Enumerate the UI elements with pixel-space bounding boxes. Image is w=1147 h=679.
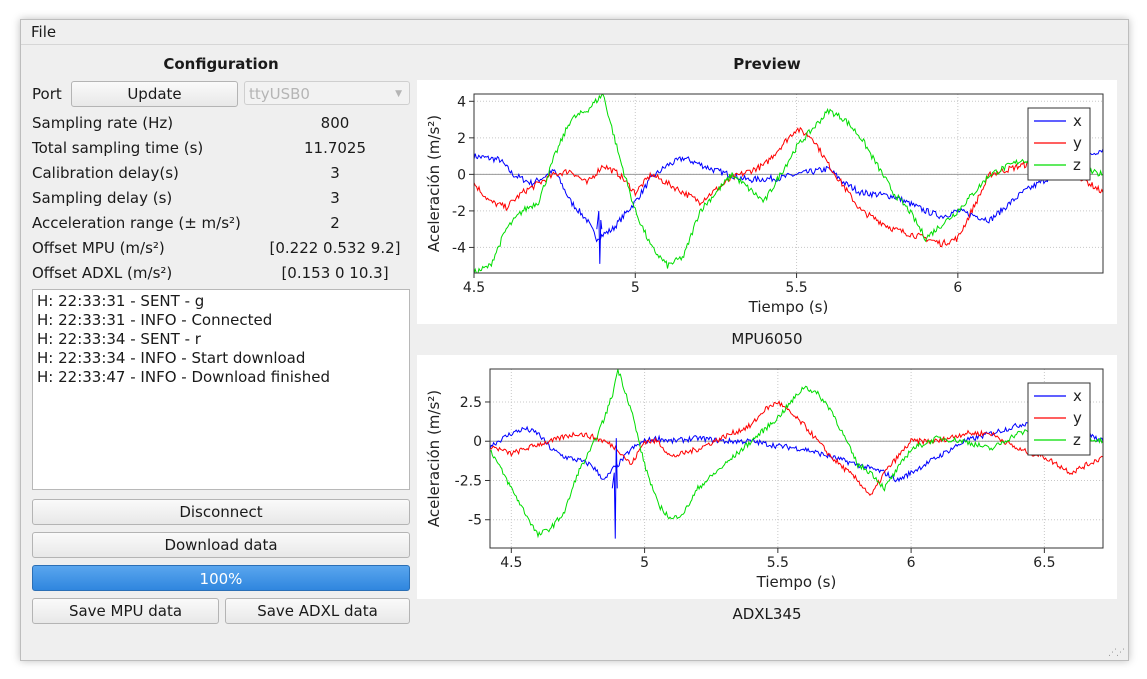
x-tick-label: 5 — [640, 555, 649, 571]
update-button[interactable]: Update — [71, 81, 238, 107]
chevron-down-icon: ▼ — [395, 89, 402, 99]
download-progress-bar: 100% — [32, 565, 410, 591]
save-mpu-button[interactable]: Save MPU data — [32, 598, 219, 624]
adxl-chart-caption: ADXL345 — [732, 605, 802, 623]
y-tick-label: -2.5 — [455, 473, 482, 489]
log-line: H: 22:33:34 - SENT - r — [37, 330, 201, 348]
port-select[interactable]: ttyUSB0 ▼ — [244, 81, 410, 105]
series-spike-x — [611, 438, 618, 539]
x-axis-label: Tiempo (s) — [756, 573, 837, 591]
log-line: H: 22:33:31 - SENT - g — [37, 292, 205, 310]
x-axis-label: Tiempo (s) — [748, 298, 829, 316]
resize-grip-icon[interactable]: ⋰⋰ — [1108, 648, 1125, 658]
legend-label-z: z — [1073, 431, 1081, 449]
series-line-x — [490, 414, 1103, 483]
y-tick-label: 2 — [457, 131, 466, 147]
legend-label-z: z — [1073, 156, 1081, 174]
plot-frame — [489, 368, 1104, 549]
series-spike-x — [596, 210, 603, 264]
adxl-chart: 4.5 5 5.5 6 6.5 -5 -2.5 0 2.5 Tiempo (s) Aceleraci… — [425, 368, 1104, 591]
x-tick-label: 5.5 — [767, 555, 789, 571]
log-line: H: 22:33:47 - INFO - Download finished — [37, 368, 330, 386]
mpu-plot-panel: 4.5 5 5.5 6 -4 -2 0 2 4 Tiempo (s) Aceleración (m/… — [417, 80, 1117, 324]
config-label-3: Sampling delay (s) — [32, 189, 173, 207]
x-tick-label: 5 — [631, 280, 640, 296]
y-tick-label: 0 — [473, 434, 482, 450]
configuration-title: Configuration — [163, 55, 279, 73]
adxl-plot-panel: 4.5 5 5.5 6 6.5 -5 -2.5 0 2.5 Tiempo (s) Aceleraci… — [417, 355, 1117, 599]
menu-bar: File — [21, 20, 1128, 45]
series-line-z — [490, 369, 1103, 539]
config-value-4: 2 — [330, 214, 340, 232]
port-select-value: ttyUSB0 — [249, 85, 310, 103]
download-data-button[interactable]: Download data — [32, 532, 410, 558]
x-tick-label: 6.5 — [1033, 555, 1055, 571]
save-adxl-button[interactable]: Save ADXL data — [225, 598, 410, 624]
config-value-1: 11.7025 — [303, 139, 367, 157]
series-line-z — [474, 94, 1103, 273]
chart-legend — [1027, 382, 1091, 456]
progress-text: 100% — [199, 570, 243, 588]
x-tick-label: 6 — [907, 555, 916, 571]
y-tick-label: -4 — [452, 240, 466, 256]
x-tick-label: 4.5 — [463, 280, 485, 296]
config-value-3: 3 — [330, 189, 340, 207]
series-line-y — [490, 400, 1103, 496]
y-tick-label: -5 — [468, 513, 482, 529]
preview-title: Preview — [733, 55, 801, 73]
legend-label-x: x — [1073, 112, 1082, 130]
log-line: H: 22:33:31 - INFO - Connected — [37, 311, 273, 329]
series-line-y — [474, 126, 1103, 248]
config-label-4: Acceleration range (± m/s²) — [32, 214, 241, 232]
config-label-1: Total sampling time (s) — [32, 139, 204, 157]
y-tick-label: 4 — [457, 94, 466, 110]
plot-frame — [473, 93, 1104, 274]
config-label-6: Offset ADXL (m/s²) — [32, 264, 173, 282]
config-label-5: Offset MPU (m/s²) — [32, 239, 165, 257]
disconnect-button[interactable]: Disconnect — [32, 499, 410, 525]
y-tick-label: 2.5 — [460, 395, 482, 411]
y-axis-label: Aceleración (m/s²) — [425, 390, 443, 527]
config-label-2: Calibration delay(s) — [32, 164, 179, 182]
mpu-chart: 4.5 5 5.5 6 -4 -2 0 2 4 Tiempo (s) Aceleración (m/… — [425, 93, 1104, 316]
config-value-6: [0.153 0 10.3] — [281, 264, 389, 282]
config-value-2: 3 — [330, 164, 340, 182]
x-tick-label: 5.5 — [785, 280, 807, 296]
chart-legend — [1027, 107, 1091, 181]
config-value-0: 800 — [320, 114, 350, 132]
series-line-x — [474, 148, 1103, 243]
log-console[interactable]: H: 22:33:31 - SENT - g H: 22:33:31 - INFO… — [32, 289, 410, 490]
main-window: File Configuration Port Update ttyUSB0 ▼… — [20, 19, 1129, 661]
y-tick-label: -2 — [452, 204, 466, 220]
mpu-chart-caption: MPU6050 — [731, 330, 803, 348]
y-tick-label: 0 — [457, 167, 466, 183]
config-value-5: [0.222 0.532 9.2] — [269, 239, 401, 257]
legend-label-y: y — [1073, 134, 1082, 152]
legend-label-y: y — [1073, 409, 1082, 427]
x-tick-label: 6 — [953, 280, 962, 296]
port-label: Port — [32, 85, 62, 103]
x-tick-label: 4.5 — [500, 555, 522, 571]
log-line: H: 22:33:34 - INFO - Start download — [37, 349, 306, 367]
y-axis-label: Aceleración (m/s²) — [425, 115, 443, 252]
menu-file[interactable]: File — [31, 23, 57, 41]
legend-label-x: x — [1073, 387, 1082, 405]
config-label-0: Sampling rate (Hz) — [32, 114, 174, 132]
